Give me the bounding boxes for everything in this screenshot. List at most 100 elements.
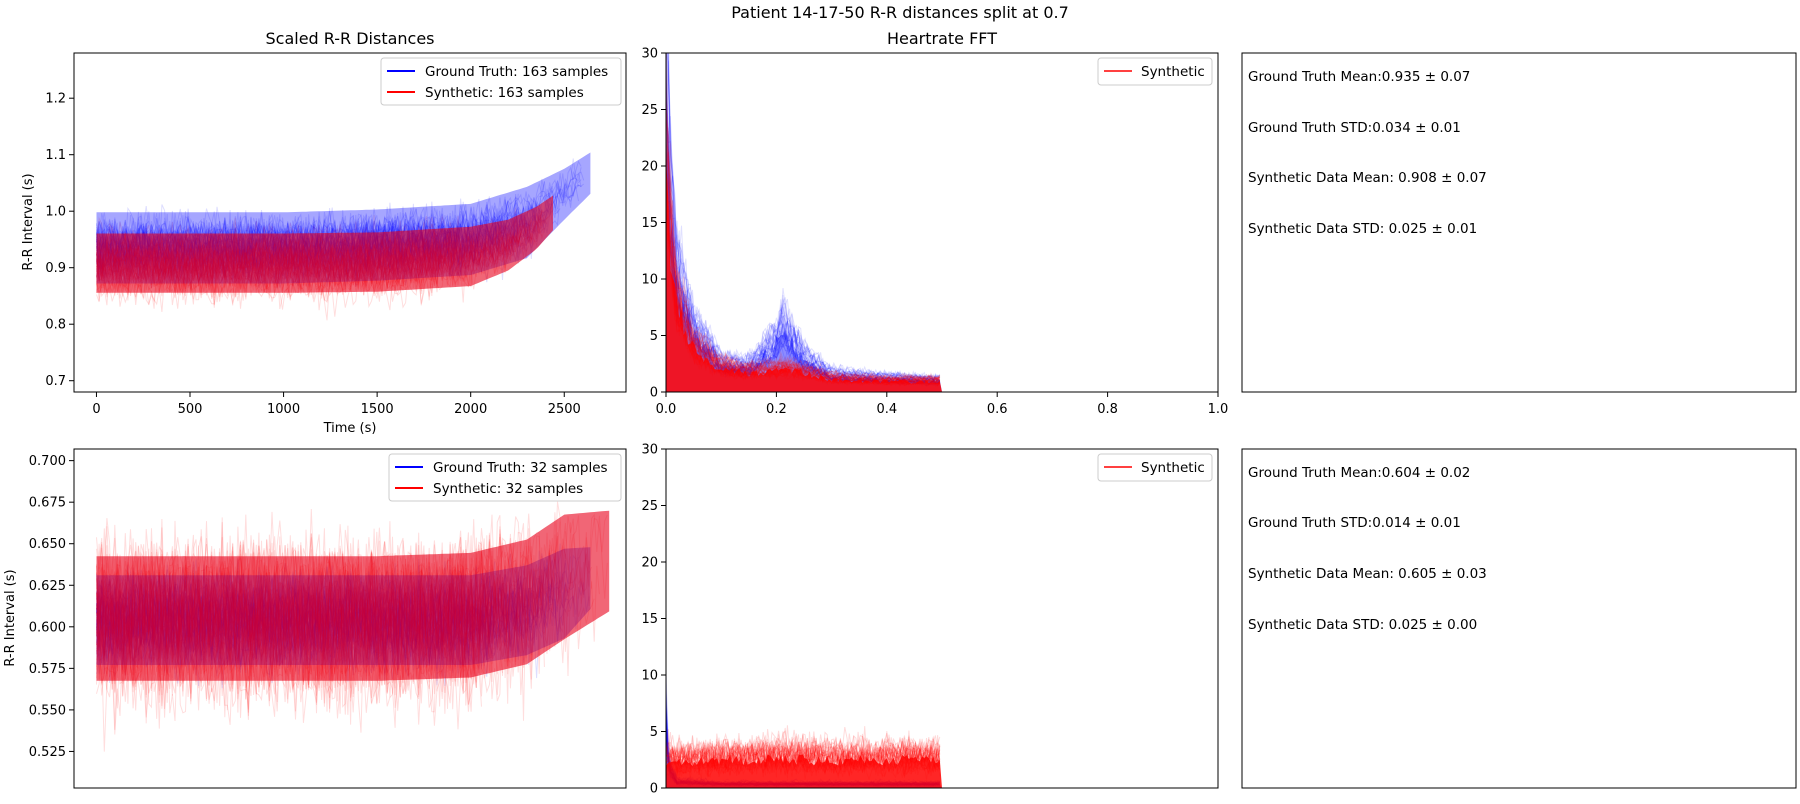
fft-top-ytick-label: 25 <box>641 103 658 118</box>
fft-bottom-frame <box>665 448 1219 789</box>
fft-top-legend: Synthetic <box>1097 57 1213 86</box>
rr-top-syn-band <box>96 195 553 293</box>
fft-top-trace-syn <box>666 152 940 384</box>
stats-bottom-syn-std: Synthetic Data STD: 0.025 ± 0.00 <box>1248 617 1477 633</box>
stats-top-frame <box>1241 52 1797 393</box>
fft-bottom-trace-syn <box>666 733 941 776</box>
rr-bottom-legend-syn-label: Synthetic: 32 samples <box>433 481 583 497</box>
fft-top-trace-gt <box>666 53 940 384</box>
stats-bottom-gt-std: Ground Truth STD:0.014 ± 0.01 <box>1248 515 1461 531</box>
fft-top-trace-gt <box>666 53 941 382</box>
fft-top-trace-syn <box>666 138 941 384</box>
rr-bottom-ytick-label: 0.550 <box>29 703 66 718</box>
fft-top-trace-syn <box>666 106 941 383</box>
stats-top-panel: Ground Truth Mean:0.935 ± 0.07 Ground Tr… <box>1241 52 1797 393</box>
fft-top-trace-gt <box>666 98 940 385</box>
fft-bottom-trace-syn <box>666 734 940 772</box>
fft-top-trace-syn <box>666 66 941 382</box>
rr-bottom-ytick-label: 0.525 <box>29 745 66 760</box>
fft-bottom-trace-syn <box>666 738 941 774</box>
fft-top-trace-syn <box>666 99 941 382</box>
fft-top-trace-syn <box>666 187 941 385</box>
fft-top-trace-gt <box>668 53 941 384</box>
fft-top-xtick-label: 0.0 <box>656 402 677 417</box>
rr-top-xtick-label: 1500 <box>361 402 394 417</box>
fft-bottom-ytick-label: 10 <box>641 669 658 684</box>
rr-top-xtick-label: 0 <box>92 402 100 417</box>
fft-top-trace-gt <box>666 116 940 383</box>
fft-top-trace-syn <box>666 122 941 382</box>
fft-bottom-ytick-label: 0 <box>650 782 658 797</box>
rr-bottom-legend-gt-label: Ground Truth: 32 samples <box>433 460 608 476</box>
fft-top-trace-syn <box>666 85 941 383</box>
fft-bottom-trace-syn <box>666 731 941 778</box>
rr-top-frame <box>73 52 627 393</box>
rr-top-ytick-label: 1.0 <box>45 205 66 220</box>
fft-top-xtick-label: 0.8 <box>1097 402 1118 417</box>
rr-top-trace-gt <box>96 215 454 272</box>
fft-bottom-ytick-label: 15 <box>641 612 658 627</box>
rr-bottom-ytick-label: 0.650 <box>29 537 66 552</box>
rr-top-xtick-label: 2000 <box>454 402 487 417</box>
stats-bottom-panel: Ground Truth Mean:0.604 ± 0.02 Ground Tr… <box>1241 448 1797 789</box>
fft-top-trace-gt <box>666 105 940 385</box>
fft-top-ytick-label: 30 <box>641 47 658 62</box>
fft-top-ytick-label: 10 <box>641 273 658 288</box>
fft-top-title: Heartrate FFT <box>887 29 997 48</box>
rr-bottom-ytick-label: 0.575 <box>29 662 66 677</box>
fft-top-xtick-label: 0.2 <box>766 402 787 417</box>
rr-top-ytick-label: 1.1 <box>45 148 66 163</box>
fft-bottom-panel: 0 5 10 15 20 25 30 Synthetic <box>641 443 1219 797</box>
fft-top-trace-syn <box>666 158 941 385</box>
fft-top-trace-syn <box>666 120 941 383</box>
fft-top-trace-gt <box>667 53 941 383</box>
fft-top-trace-syn <box>666 128 941 384</box>
stats-top-gt-std: Ground Truth STD:0.034 ± 0.01 <box>1248 120 1461 136</box>
rr-bottom-ytick-label: 0.600 <box>29 620 66 635</box>
fft-top-trace-gt <box>666 53 941 383</box>
fft-top-ytick-label: 20 <box>641 160 658 175</box>
fft-top-ytick-label: 5 <box>650 329 658 344</box>
fft-top-ytick-label: 0 <box>650 386 658 401</box>
fft-bottom-legend-label: Synthetic <box>1141 460 1205 476</box>
fft-top-trace-syn <box>666 176 941 385</box>
fft-top-xtick-label: 0.4 <box>876 402 897 417</box>
stats-bottom-syn-mean: Synthetic Data Mean: 0.605 ± 0.03 <box>1248 566 1487 582</box>
rr-top-legend-gt-label: Ground Truth: 163 samples <box>425 64 608 80</box>
figure-suptitle: Patient 14-17-50 R-R distances split at … <box>731 3 1069 22</box>
fft-bottom-trace-syn <box>666 736 941 771</box>
fft-top-trace-syn <box>666 151 941 383</box>
rr-bottom-ytick-label: 0.625 <box>29 579 66 594</box>
rr-top-trace-gt <box>96 158 582 254</box>
rr-top-xlabel: Time (s) <box>323 421 377 436</box>
fft-top-trace-syn <box>666 205 941 384</box>
fft-top-trace-syn <box>666 53 940 384</box>
rr-top-ytick-label: 0.7 <box>45 374 66 389</box>
fft-bottom-trace-syn <box>666 734 941 772</box>
stats-top-syn-mean: Synthetic Data Mean: 0.908 ± 0.07 <box>1248 170 1487 186</box>
stats-top-syn-std: Synthetic Data STD: 0.025 ± 0.01 <box>1248 221 1477 237</box>
fft-top-trace-syn <box>666 137 941 386</box>
fft-top-trace-gt <box>666 106 941 386</box>
fft-top-trace-gt <box>666 148 941 385</box>
fft-top-trace-gt <box>666 88 941 384</box>
fft-top-trace-syn <box>666 110 941 383</box>
rr-bottom-ylabel: R-R Interval (s) <box>3 569 18 666</box>
fft-top-trace-gt <box>666 148 941 385</box>
rr-top-xtick-label: 2500 <box>548 402 581 417</box>
rr-top-xtick-label: 500 <box>178 402 203 417</box>
fft-top-trace-gt <box>666 53 941 384</box>
fft-bottom-legend: Synthetic <box>1097 453 1213 482</box>
fft-top-trace-gt <box>666 53 941 382</box>
rr-top-ytick-label: 0.9 <box>45 261 66 276</box>
fft-top-trace-syn <box>666 119 941 384</box>
fft-top-panel: Heartrate FFT 0 5 10 15 20 25 30 0.0 0.2 0.4 0.6 0… <box>641 29 1228 417</box>
fft-top-trace-gt <box>666 141 941 385</box>
fft-bottom-ytick-label: 25 <box>641 499 658 514</box>
fft-bottom-ytick-label: 30 <box>641 443 658 458</box>
rr-top-xtick-label: 1000 <box>267 402 300 417</box>
fft-top-trace-gt <box>666 130 940 385</box>
fft-top-trace-gt <box>667 53 940 382</box>
